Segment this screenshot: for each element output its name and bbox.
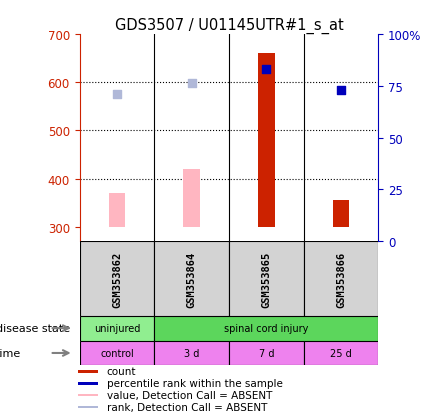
Bar bbox=[229, 242, 304, 316]
Text: GSM353864: GSM353864 bbox=[187, 251, 197, 307]
Text: GSM353865: GSM353865 bbox=[261, 251, 271, 307]
Text: uninjured: uninjured bbox=[94, 323, 140, 333]
Bar bbox=[78, 394, 98, 396]
Bar bbox=[229, 341, 304, 366]
Bar bbox=[154, 316, 378, 341]
Bar bbox=[304, 242, 378, 316]
Bar bbox=[154, 242, 229, 316]
Bar bbox=[258, 55, 274, 227]
Bar bbox=[154, 341, 229, 366]
Bar bbox=[78, 370, 98, 373]
Point bbox=[263, 66, 270, 73]
Bar bbox=[304, 341, 378, 366]
Bar bbox=[80, 316, 154, 341]
Text: GSM353862: GSM353862 bbox=[112, 251, 122, 307]
Bar bbox=[333, 201, 349, 227]
Text: 25 d: 25 d bbox=[330, 348, 352, 358]
Text: 3 d: 3 d bbox=[184, 348, 200, 358]
Bar bbox=[80, 341, 154, 366]
Bar bbox=[109, 194, 125, 227]
Text: time: time bbox=[0, 348, 21, 358]
Bar bbox=[80, 242, 154, 316]
Text: disease state: disease state bbox=[0, 323, 70, 333]
Text: GSM353866: GSM353866 bbox=[336, 251, 346, 307]
Bar bbox=[78, 382, 98, 385]
Text: spinal cord injury: spinal cord injury bbox=[224, 323, 308, 333]
Text: 7 d: 7 d bbox=[258, 348, 274, 358]
Bar bbox=[184, 170, 200, 227]
Title: GDS3507 / U01145UTR#1_s_at: GDS3507 / U01145UTR#1_s_at bbox=[115, 18, 343, 34]
Point bbox=[338, 87, 344, 94]
Text: count: count bbox=[107, 366, 136, 376]
Text: percentile rank within the sample: percentile rank within the sample bbox=[107, 378, 283, 388]
Text: rank, Detection Call = ABSENT: rank, Detection Call = ABSENT bbox=[107, 402, 267, 412]
Point bbox=[114, 92, 120, 98]
Point bbox=[188, 81, 195, 88]
Bar bbox=[78, 406, 98, 408]
Text: control: control bbox=[100, 348, 134, 358]
Text: value, Detection Call = ABSENT: value, Detection Call = ABSENT bbox=[107, 390, 272, 400]
